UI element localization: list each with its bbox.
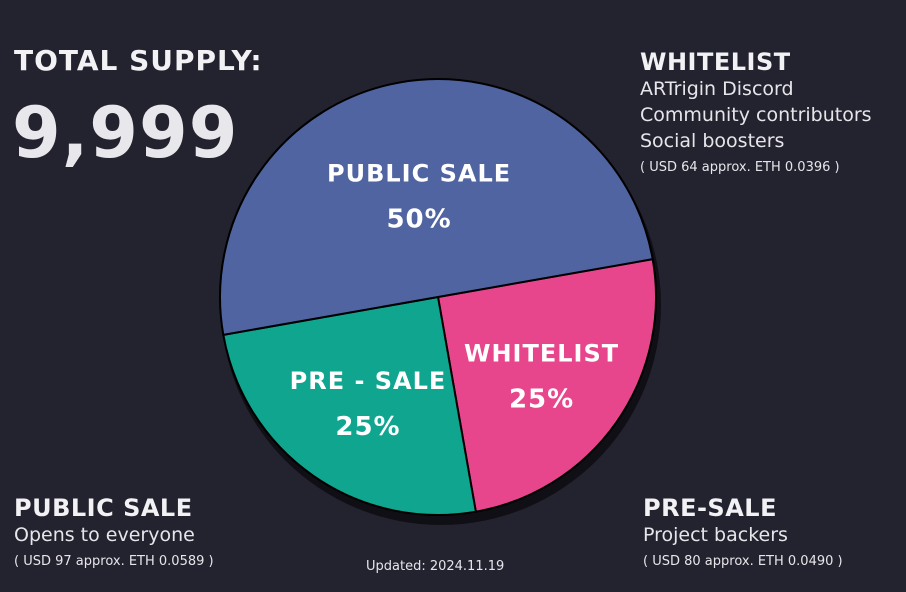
whitelist-price: ( USD 64 approx. ETH 0.0396 ) [640, 160, 840, 175]
pie-slice-label: PUBLIC SALE [327, 160, 511, 188]
pie-slice-whitelist [437, 258, 657, 513]
publicsale-price: ( USD 97 approx. ETH 0.0589 ) [14, 554, 214, 569]
pie-slice-value-label: 25% [509, 385, 574, 415]
total-supply-value: 9,999 [12, 92, 239, 174]
pie-slice-value-label: 25% [335, 412, 400, 442]
presale-info: PRE-SALE Project backers ( USD 80 approx… [643, 494, 843, 572]
presale-title: PRE-SALE [643, 494, 777, 522]
whitelist-info: WHITELIST ARTrigin Discord Community con… [640, 48, 872, 178]
pie-slice-pre-sale [222, 296, 477, 516]
publicsale-info: PUBLIC SALE Opens to everyone ( USD 97 a… [14, 494, 214, 572]
pie-slice-label: PRE - SALE [290, 367, 447, 395]
pie-slice-label: WHITELIST [464, 340, 619, 368]
pie-slice-value-label: 50% [386, 205, 451, 235]
presale-line: Project backers [643, 524, 788, 546]
whitelist-line: Community contributors [640, 104, 872, 126]
publicsale-line: Opens to everyone [14, 524, 195, 546]
pie-slice-public-sale [219, 78, 654, 336]
publicsale-title: PUBLIC SALE [14, 494, 193, 522]
whitelist-line: ARTrigin Discord [640, 78, 794, 100]
total-supply-label: TOTAL SUPPLY: [14, 44, 263, 77]
whitelist-line: Social boosters [640, 130, 785, 152]
updated-timestamp: Updated: 2024.11.19 [366, 559, 505, 574]
presale-price: ( USD 80 approx. ETH 0.0490 ) [643, 554, 843, 569]
whitelist-title: WHITELIST [640, 48, 791, 76]
